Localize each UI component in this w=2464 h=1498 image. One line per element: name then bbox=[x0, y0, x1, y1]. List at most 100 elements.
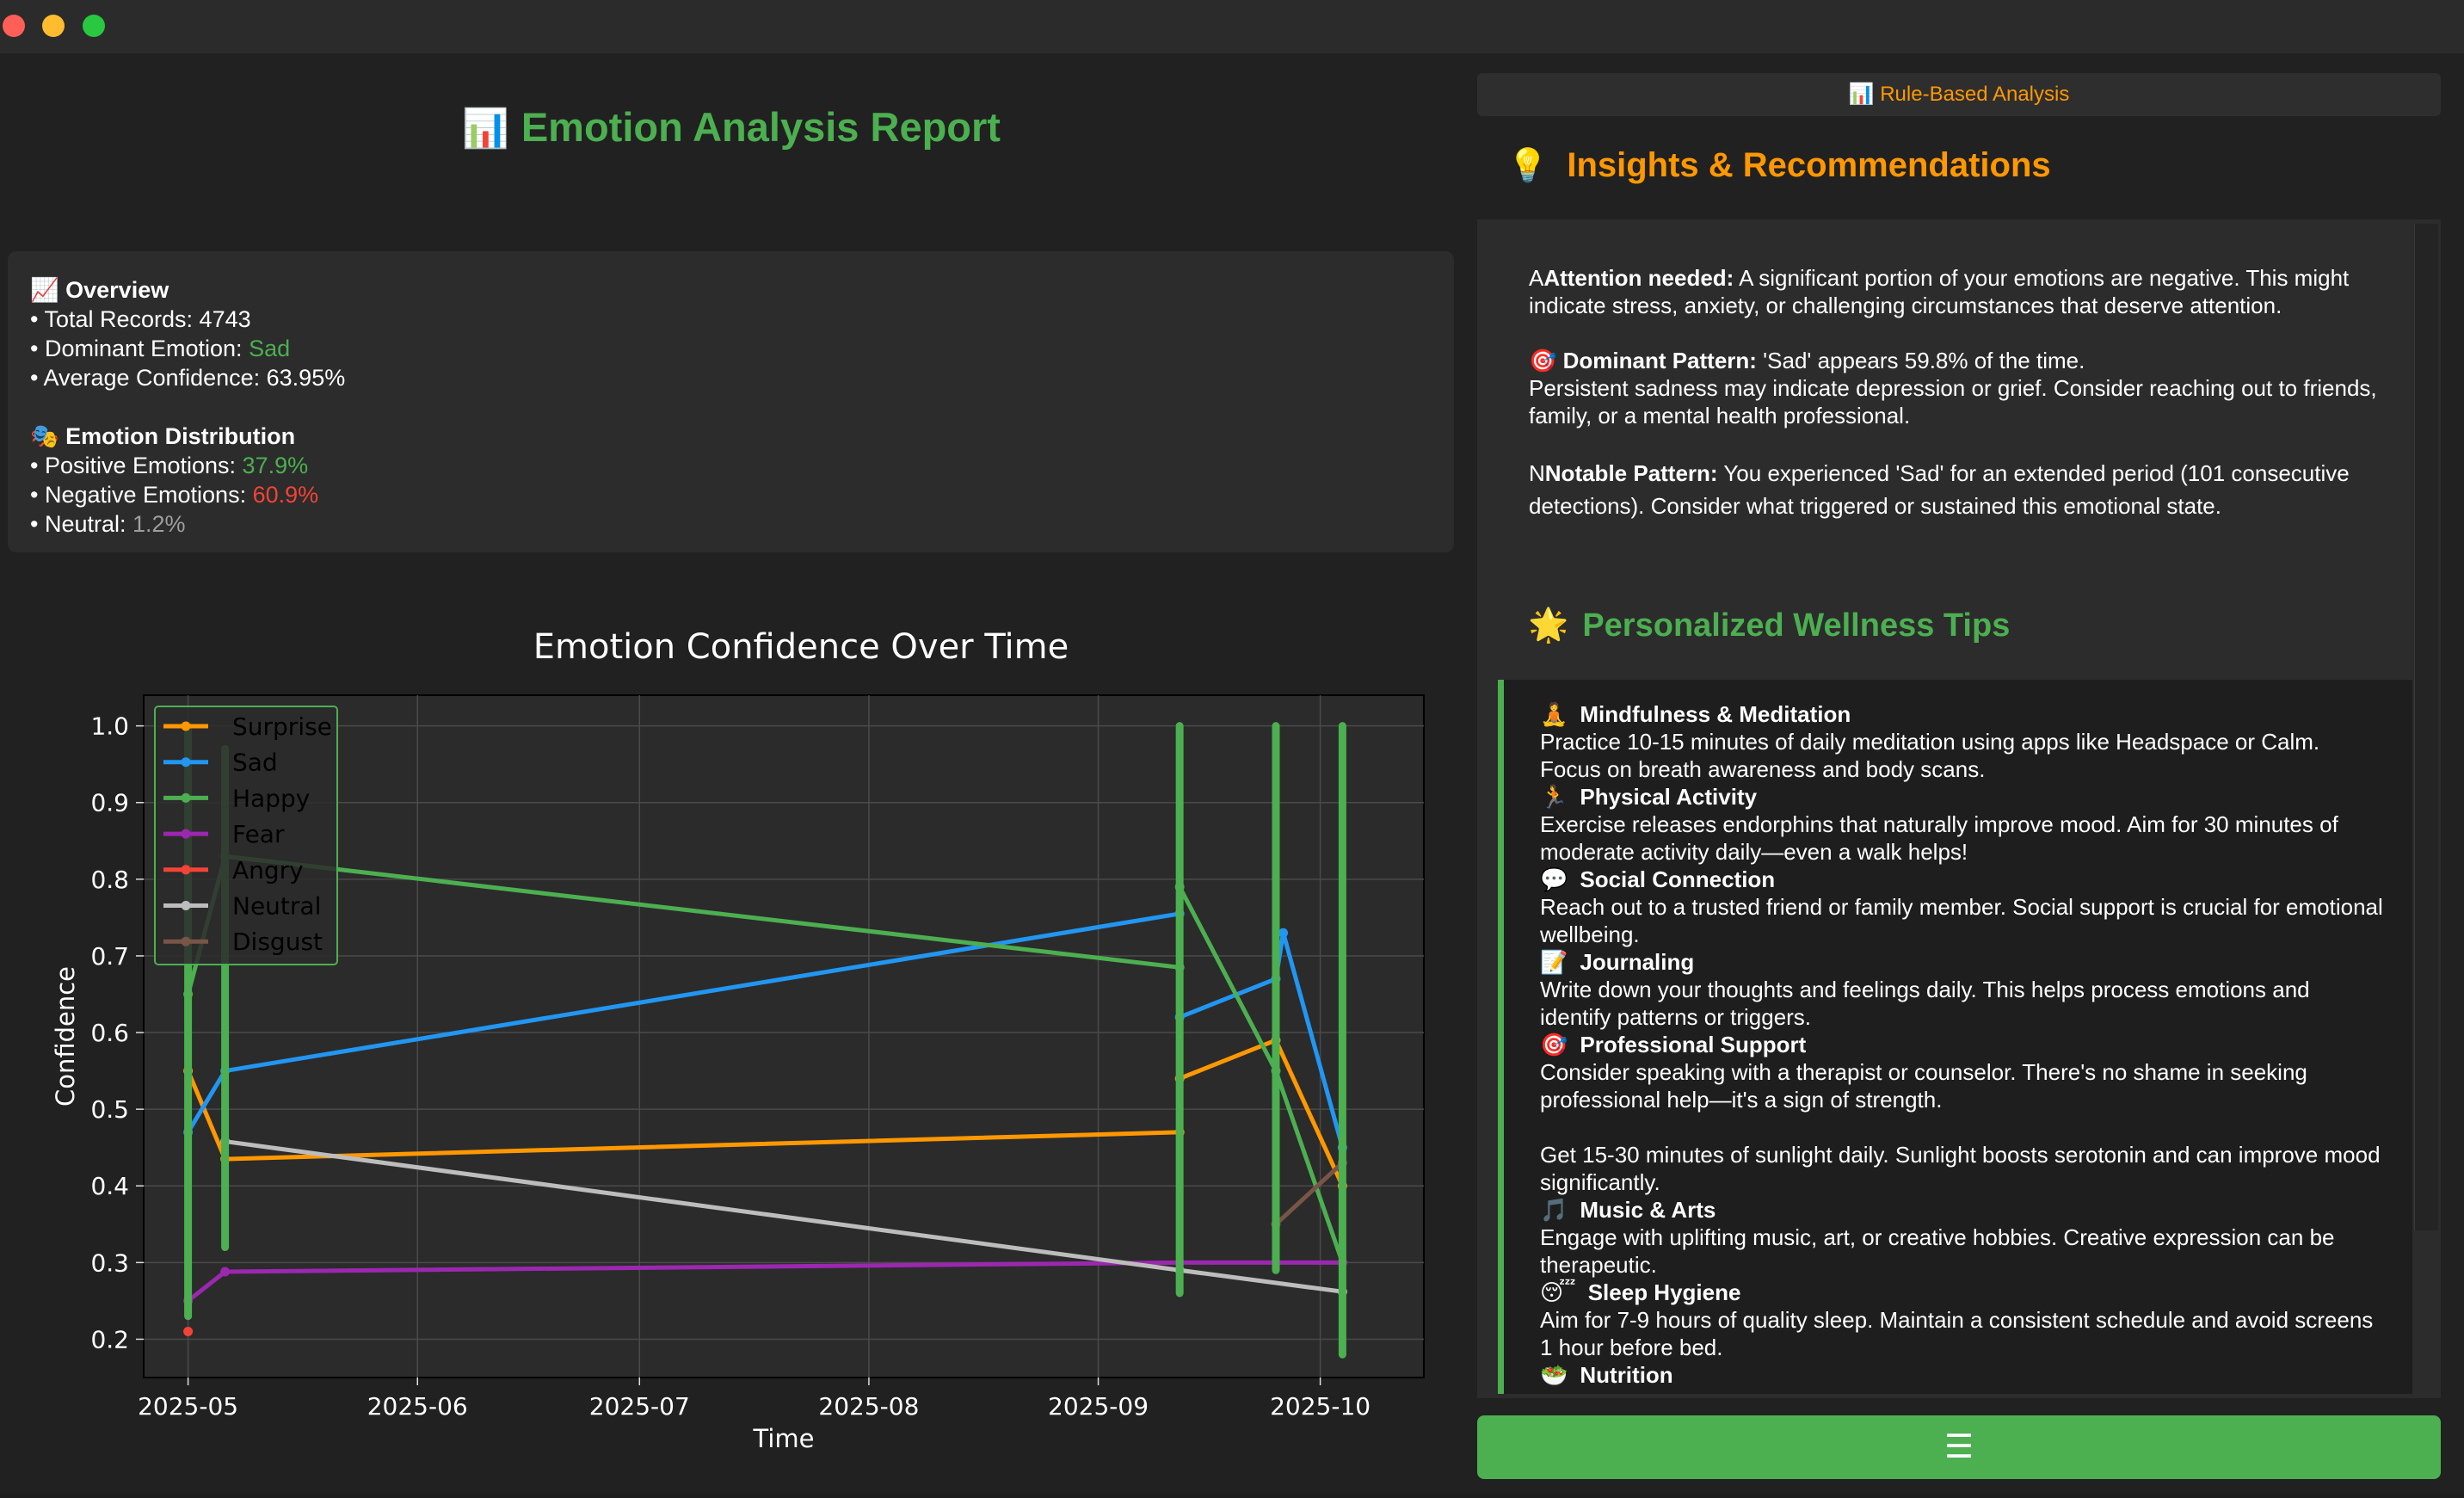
total-records-label: • Total Records: bbox=[30, 306, 200, 332]
x-tick-label: 2025-06 bbox=[367, 1392, 468, 1421]
wellness-tip: 🎯 Professional Support Consider speaking w… bbox=[1540, 1031, 2387, 1113]
tip-icon: 📝 bbox=[1540, 949, 1568, 975]
neutral-line: • Neutral: 1.2% bbox=[30, 509, 1432, 539]
wellness-tips-title-text: Personalized Wellness Tips bbox=[1582, 607, 2011, 644]
notable-pattern-heading: Notable Pattern: bbox=[1544, 460, 1718, 486]
y-tick-label: 1.0 bbox=[90, 712, 129, 741]
report-title-text: Emotion Analysis Report bbox=[521, 104, 1001, 150]
total-records-value: 4743 bbox=[199, 306, 251, 332]
chart-title: Emotion Confidence Over Time bbox=[533, 627, 1069, 667]
x-tick-label: 2025-07 bbox=[589, 1392, 690, 1421]
legend-marker-happy bbox=[181, 792, 191, 803]
y-tick-label: 0.9 bbox=[90, 789, 129, 817]
tip-icon: 💬 bbox=[1540, 866, 1568, 892]
series-line-disgust bbox=[1274, 1161, 1345, 1226]
tip-name: Nutrition bbox=[1580, 1362, 1673, 1388]
y-tick-label: 0.6 bbox=[90, 1019, 129, 1047]
report-details-button[interactable]: ☰ bbox=[1477, 1415, 2441, 1479]
y-tick-label: 0.7 bbox=[90, 942, 129, 971]
wellness-tip: 📝 Journaling Write down your thoughts and … bbox=[1540, 948, 2387, 1031]
target-icon: 🎯 bbox=[1529, 348, 1557, 373]
x-axis-label: Time bbox=[753, 1424, 815, 1453]
legend-label-fear: Fear bbox=[232, 820, 285, 848]
glowing-star-icon: 🌟 bbox=[1528, 607, 1569, 644]
legend-marker-sad bbox=[181, 757, 191, 767]
tip-heading: 🎯 Professional Support bbox=[1540, 1031, 2387, 1058]
insights-content: AAttention needed: A significant portion… bbox=[1529, 264, 2398, 550]
confidence-chart: 2025-05 2025-06 2025-07 2025-08 2025-09 2025-… bbox=[0, 624, 1463, 1494]
y-axis-label: Confidence bbox=[51, 966, 80, 1107]
average-confidence-line: • Average Confidence: 63.95% bbox=[30, 363, 1432, 392]
notable-prefix: N bbox=[1529, 460, 1545, 486]
maximize-window-button[interactable] bbox=[83, 15, 105, 37]
x-tick-label: 2025-05 bbox=[138, 1392, 238, 1421]
legend-label-disgust: Disgust bbox=[232, 928, 323, 956]
neutral-value: 1.2% bbox=[132, 511, 186, 537]
wellness-tip: 😴 Sleep Hygiene Aim for 7-9 hours of quali… bbox=[1540, 1279, 2387, 1361]
y-tick-label: 0.4 bbox=[90, 1172, 129, 1200]
x-tick-label: 2025-09 bbox=[1048, 1392, 1149, 1421]
tip-icon: 🥗 bbox=[1540, 1362, 1568, 1388]
legend-label-sad: Sad bbox=[232, 749, 278, 777]
legend-label-happy: Happy bbox=[232, 784, 310, 812]
document-lines-icon: ☰ bbox=[1943, 1429, 1974, 1465]
bar-chart-icon: 📊 bbox=[462, 108, 509, 150]
tip-heading: 🏃 Physical Activity bbox=[1540, 783, 2387, 811]
negative-label: • Negative Emotions: bbox=[30, 482, 253, 508]
rule-based-analysis-label: Rule-Based Analysis bbox=[1880, 83, 2070, 106]
negative-value: 60.9% bbox=[252, 482, 319, 508]
dominant-emotion-line: • Dominant Emotion: Sad bbox=[30, 334, 1432, 363]
attention-insight: AAttention needed: A significant portion… bbox=[1529, 264, 2398, 319]
trend-chart-icon: 📈 bbox=[30, 277, 59, 303]
tip-icon: 🎵 bbox=[1540, 1197, 1568, 1223]
dominant-emotion-label: • Dominant Emotion: bbox=[30, 336, 249, 361]
y-tick-label: 0.2 bbox=[90, 1325, 129, 1353]
average-confidence-value: 63.95% bbox=[266, 365, 346, 391]
tip-text: Consider speaking with a therapist or co… bbox=[1540, 1059, 2307, 1113]
close-window-button[interactable] bbox=[3, 15, 25, 37]
legend-marker-disgust bbox=[181, 936, 191, 946]
wellness-tips-title: 🌟 Personalized Wellness Tips bbox=[1528, 607, 2010, 644]
legend-marker-neutral bbox=[181, 901, 191, 910]
masks-icon: 🎭 bbox=[30, 423, 59, 449]
overview-heading-text: Overview bbox=[65, 277, 169, 303]
positive-label: • Positive Emotions: bbox=[30, 453, 243, 478]
notable-pattern-insight: NNotable Pattern: You experienced 'Sad' … bbox=[1529, 457, 2398, 522]
tip-name: Music & Arts bbox=[1580, 1197, 1716, 1223]
tip-heading: 📝 Journaling bbox=[1540, 948, 2387, 976]
tip-text: Reach out to a trusted friend or family … bbox=[1540, 894, 2383, 947]
tip-icon: 🧘 bbox=[1540, 701, 1568, 727]
legend-label-angry: Angry bbox=[232, 856, 304, 885]
tip-icon: 🎯 bbox=[1540, 1032, 1568, 1057]
distribution-heading-text: Emotion Distribution bbox=[65, 423, 296, 449]
x-tick-label: 2025-10 bbox=[1270, 1392, 1371, 1421]
notable-pattern-text: You experienced 'Sad' for an extended pe… bbox=[1529, 460, 2350, 519]
tip-text: Write down your thoughts and feelings da… bbox=[1540, 977, 2310, 1030]
wellness-tip: Get 15-30 minutes of sunlight daily. Sun… bbox=[1540, 1113, 2387, 1196]
insights-scrollbar[interactable] bbox=[2414, 224, 2438, 1230]
dominant-pattern-text: 'Sad' appears 59.8% of the time. bbox=[1756, 348, 2085, 373]
legend-marker-fear bbox=[181, 829, 191, 839]
tip-text: Get 15-30 minutes of sunlight daily. Sun… bbox=[1540, 1142, 2381, 1195]
y-tick-label: 0.8 bbox=[90, 866, 129, 894]
legend-marker-surprise bbox=[181, 721, 191, 731]
confidence-chart-svg: 2025-05 2025-06 2025-07 2025-08 2025-09 2025-… bbox=[51, 627, 1425, 1453]
minimize-window-button[interactable] bbox=[42, 15, 65, 37]
tip-text: Practice 10-15 minutes of daily meditati… bbox=[1540, 729, 2320, 782]
tip-heading: 🎵 Music & Arts bbox=[1540, 1196, 2387, 1224]
light-bulb-icon: 💡 bbox=[1507, 148, 1549, 184]
tip-name: Mindfulness & Meditation bbox=[1580, 701, 1851, 727]
wellness-tip: 🏃 Physical Activity Exercise releases endo… bbox=[1540, 783, 2387, 866]
x-tick-label: 2025-08 bbox=[818, 1392, 919, 1421]
rule-based-analysis-button[interactable]: 📊 Rule-Based Analysis bbox=[1477, 73, 2441, 116]
bar-chart-icon: 📊 bbox=[1848, 83, 1875, 106]
tip-heading: 😴 Sleep Hygiene bbox=[1540, 1279, 2387, 1306]
legend-label-surprise: Surprise bbox=[232, 712, 332, 741]
chart-legend bbox=[154, 706, 338, 965]
total-records-line: • Total Records: 4743 bbox=[30, 305, 1432, 334]
tip-name: Journaling bbox=[1580, 949, 1695, 975]
average-confidence-label: • Average Confidence: bbox=[30, 365, 267, 391]
dominant-pattern-insight: 🎯 Dominant Pattern: 'Sad' appears 59.8% … bbox=[1529, 347, 2398, 429]
data-point-angry bbox=[183, 1327, 194, 1337]
insights-title: 💡 Insights & Recommendations bbox=[1507, 146, 2051, 185]
